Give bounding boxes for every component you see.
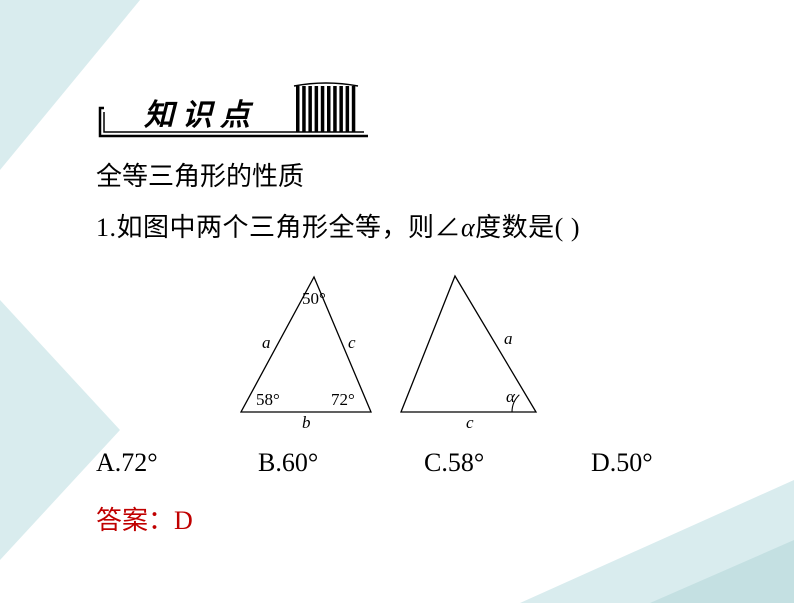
knowledge-point-label: 知识点 bbox=[144, 90, 258, 134]
question-after: 度数是( ) bbox=[475, 213, 580, 242]
question-before: 如图中两个三角形全等，则∠ bbox=[117, 213, 462, 242]
svg-text:b: b bbox=[302, 413, 311, 432]
subtitle: 全等三角形的性质 bbox=[96, 156, 716, 193]
svg-text:72°: 72° bbox=[331, 390, 355, 409]
answer-value: D bbox=[174, 506, 193, 535]
triangle-figure: 50° 58° 72° a c b α a c bbox=[206, 262, 566, 432]
svg-text:c: c bbox=[348, 333, 356, 352]
question-alpha: α bbox=[461, 213, 475, 242]
option-b: B.60° bbox=[258, 448, 318, 478]
option-d: D.50° bbox=[591, 448, 653, 478]
svg-text:α: α bbox=[506, 387, 516, 406]
answer-line: 答案：D bbox=[96, 500, 716, 537]
slide-content: 知识点 全等三角形的性质 1.如图中两个三角形全等，则∠α度数是( ) 50°5… bbox=[96, 80, 716, 537]
options-row: A.72° B.60° C.58° D.50° bbox=[96, 448, 716, 480]
svg-text:50°: 50° bbox=[302, 289, 326, 308]
knowledge-point-banner: 知识点 bbox=[96, 80, 376, 138]
svg-text:a: a bbox=[504, 329, 513, 348]
option-c: C.58° bbox=[424, 448, 484, 478]
svg-text:58°: 58° bbox=[256, 390, 280, 409]
svg-text:c: c bbox=[466, 413, 474, 432]
svg-text:a: a bbox=[262, 333, 271, 352]
question-text: 1.如图中两个三角形全等，则∠α度数是( ) bbox=[96, 207, 716, 244]
answer-label: 答案： bbox=[96, 506, 174, 535]
option-a: A.72° bbox=[96, 448, 158, 478]
question-number: 1. bbox=[96, 213, 117, 242]
